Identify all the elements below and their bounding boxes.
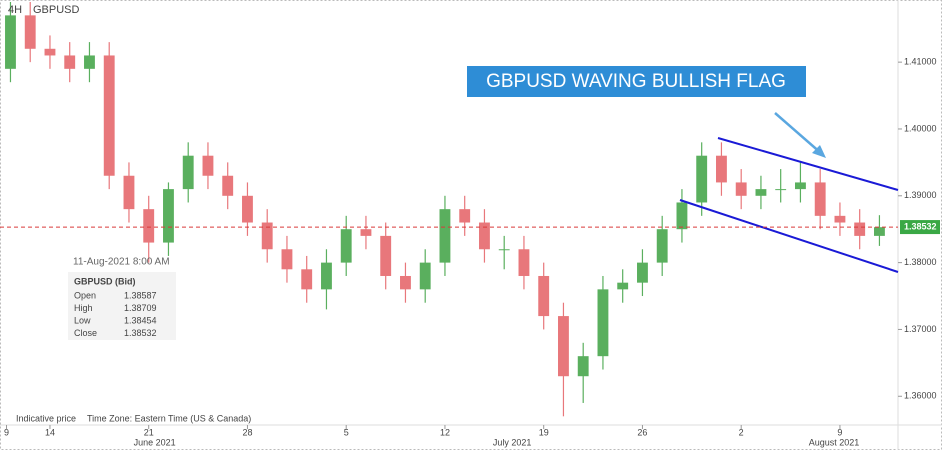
- candle-body: [281, 249, 293, 270]
- candle-body: [558, 316, 569, 377]
- x-tick-label: 9: [837, 427, 842, 437]
- info-value: 1.38532: [124, 328, 157, 338]
- candle-body: [360, 229, 372, 236]
- info-rows: Open 1.38587 High 1.38709 Low 1.38454 Close 1.3…: [74, 290, 157, 338]
- candle-body: [439, 209, 451, 263]
- candle-body: [577, 356, 589, 377]
- plot: [5, 2, 885, 417]
- candle-body: [775, 189, 787, 191]
- footer-note: Indicative price: [16, 413, 76, 423]
- candle-body: [400, 275, 411, 290]
- candle-body: [182, 155, 194, 190]
- candle-body: [321, 262, 332, 290]
- x-tick-label: 19: [539, 427, 549, 437]
- candle-body: [874, 227, 885, 236]
- candle-body: [222, 175, 234, 196]
- candle-body: [735, 182, 747, 196]
- info-value: 1.38709: [124, 303, 157, 313]
- x-tick-label: 2: [739, 427, 744, 437]
- info-value: 1.38454: [124, 315, 157, 325]
- x-tick-label: 5: [344, 427, 349, 437]
- candle-body: [814, 182, 826, 216]
- candle-body: [854, 222, 866, 236]
- info-date: 11-Aug-2021 8:00 AM: [73, 257, 170, 268]
- candle-body: [24, 15, 36, 49]
- candle-body: [340, 229, 352, 263]
- arrow-head: [812, 145, 826, 158]
- candle-body: [5, 15, 16, 69]
- candle-body: [380, 235, 392, 276]
- candle-body: [795, 182, 806, 190]
- candle-body: [518, 249, 530, 276]
- candle-body: [103, 55, 115, 176]
- candle-body: [617, 282, 629, 290]
- arrow: [774, 112, 823, 155]
- y-tick-label: 1.41000: [904, 57, 937, 67]
- y-tick-label: 1.36000: [904, 391, 937, 401]
- candle-body: [498, 249, 510, 251]
- last-price-label: 1.38532: [904, 221, 937, 231]
- candle-body: [538, 275, 550, 317]
- footer-timezone: Time Zone: Eastern Time (US & Canada): [87, 413, 251, 423]
- candle-body: [242, 195, 253, 223]
- flag-lower-line: [679, 199, 899, 273]
- info-label: High: [74, 303, 93, 313]
- month-label: August 2021: [809, 437, 860, 447]
- candle-body: [834, 215, 846, 223]
- annotation: GBPUSD WAVING BULLISH FLAG: [486, 71, 786, 92]
- info-label: Low: [74, 315, 91, 325]
- candle-body: [143, 209, 155, 243]
- candle-body: [301, 269, 313, 290]
- candle-body: [459, 209, 471, 223]
- candle-body: [597, 289, 609, 357]
- candle-body: [261, 222, 273, 250]
- candle-body: [696, 155, 708, 203]
- candle-body: [716, 155, 727, 183]
- symbol: GBPUSD: [33, 4, 80, 16]
- x-tick-label: 26: [637, 427, 647, 437]
- candle-body: [44, 48, 56, 56]
- month-label: June 2021: [134, 437, 176, 447]
- month-label: July 2021: [493, 437, 532, 447]
- y-tick-label: 1.38000: [904, 257, 937, 267]
- candle-body: [479, 222, 490, 250]
- y-tick-label: 1.40000: [904, 123, 937, 133]
- y-tick-label: 1.37000: [904, 324, 937, 334]
- y-tick-label: 1.39000: [904, 190, 937, 200]
- x-tick-label: 21: [144, 427, 154, 437]
- x-tick-label: 9: [4, 427, 9, 437]
- candle-body: [202, 155, 214, 176]
- candle-body: [637, 262, 648, 283]
- info-box: [68, 272, 176, 340]
- candle-body: [163, 189, 174, 243]
- candle-body: [123, 175, 135, 210]
- candle-body: [755, 189, 767, 196]
- candle-body: [676, 202, 688, 230]
- candle-body: [656, 229, 668, 263]
- info-value: 1.38587: [124, 290, 157, 300]
- last-price-box: [900, 220, 940, 235]
- candle-body: [419, 262, 431, 290]
- flag-upper-line: [717, 137, 899, 191]
- info-label: Open: [74, 290, 96, 300]
- candle-body: [64, 55, 76, 69]
- x-tick-label: 14: [45, 427, 55, 437]
- candle-body: [84, 55, 95, 69]
- timeframe: 4H: [8, 4, 22, 16]
- info-label: Close: [74, 328, 97, 338]
- x-tick-label: 28: [242, 427, 252, 437]
- annotation-box: [467, 66, 806, 97]
- info-title: GBPUSD (Bid): [74, 276, 136, 286]
- x-tick-label: 12: [440, 427, 450, 437]
